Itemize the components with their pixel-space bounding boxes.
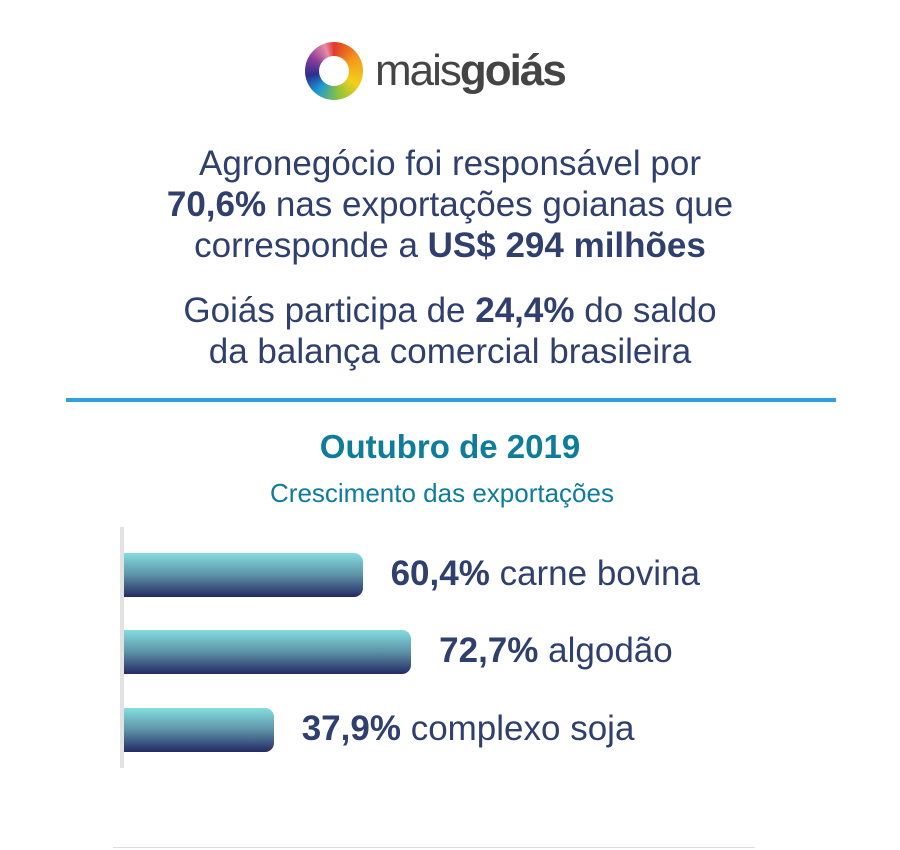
bar-label: 60,4% carne bovina — [391, 554, 700, 594]
highlight: US$ 294 milhões — [427, 226, 706, 265]
headline-balance: Goiás participa de 24,4% do saldo da bal… — [0, 290, 900, 372]
bottom-rule — [113, 847, 755, 848]
chart-title: Outubro de 2019 — [319, 428, 581, 465]
highlight: 70,6% — [166, 185, 267, 224]
headline-line: corresponde a US$ 294 milhões — [0, 225, 900, 266]
logo-text-bold: goiás — [459, 46, 567, 95]
logo-ring-icon — [305, 42, 363, 100]
bar-0 — [124, 553, 363, 597]
value-label: 37,9% — [301, 709, 401, 748]
headline-line: Goiás participa de 24,4% do saldo — [0, 290, 900, 331]
headline-line: Agronegócio foi responsável por — [199, 144, 701, 183]
logo-text-light: mais — [375, 46, 462, 95]
category-label: complexo soja — [410, 709, 635, 748]
bar-2 — [124, 708, 274, 752]
value-label: 72,7% — [439, 631, 539, 670]
maisgoias-logo: maisgoiás — [305, 42, 567, 100]
divider — [66, 398, 836, 402]
text: Goiás participa de — [183, 291, 476, 330]
text: corresponde a — [194, 226, 428, 265]
chart-subtitle: Crescimento das exportações — [270, 478, 614, 508]
value-label: 60,4% — [390, 554, 490, 593]
text: do saldo — [574, 291, 717, 330]
bar-label: 72,7% algodão — [439, 631, 673, 671]
highlight: 24,4% — [475, 291, 575, 330]
bar-label: 37,9% complexo soja — [302, 709, 635, 749]
category-label: algodão — [548, 631, 673, 670]
bar-1 — [124, 630, 412, 674]
chart-axis — [120, 527, 124, 768]
text: nas exportações goianas que — [266, 185, 734, 224]
headline-agro: Agronegócio foi responsável por 70,6% na… — [0, 143, 900, 266]
headline-line: 70,6% nas exportações goianas que — [0, 184, 900, 225]
category-label: carne bovina — [499, 554, 700, 593]
headline-line: da balança comercial brasileira — [208, 332, 692, 371]
